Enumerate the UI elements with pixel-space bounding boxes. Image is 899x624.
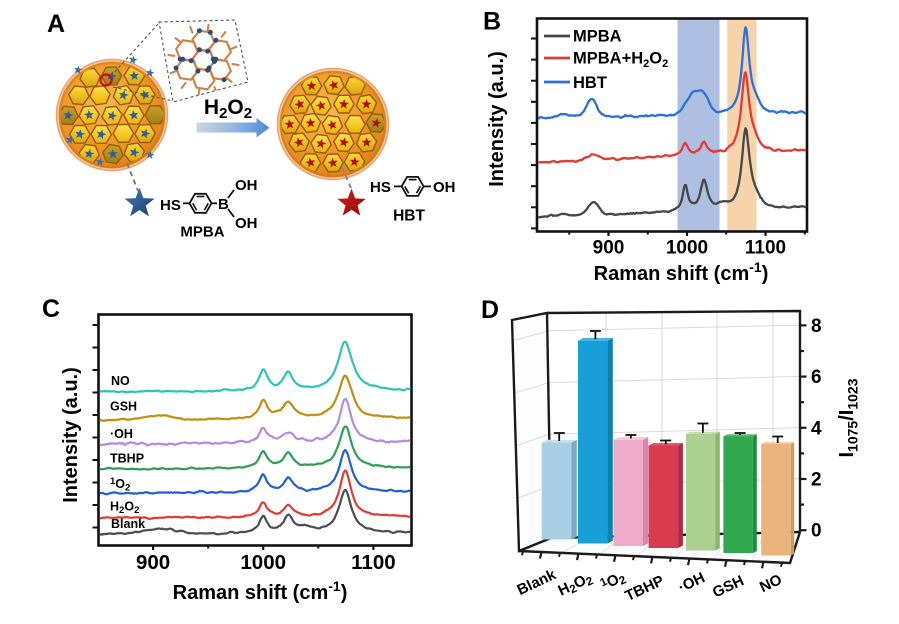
svg-text:MPBA: MPBA — [180, 224, 224, 241]
svg-text:1100: 1100 — [351, 551, 395, 574]
svg-text:1O2: 1O2 — [110, 476, 130, 494]
svg-text:HBT: HBT — [393, 208, 425, 225]
svg-text:D: D — [481, 296, 499, 324]
svg-text:900: 900 — [593, 238, 625, 259]
svg-text:B: B — [218, 196, 229, 213]
svg-text:Raman shift (cm-1): Raman shift (cm-1) — [594, 259, 769, 285]
svg-text:1000: 1000 — [666, 238, 708, 259]
svg-text:4: 4 — [811, 418, 822, 439]
svg-text:1100: 1100 — [745, 238, 786, 259]
svg-text:OH: OH — [235, 215, 258, 232]
svg-text:B: B — [483, 8, 501, 36]
svg-text:HS: HS — [370, 179, 391, 196]
svg-text:Raman shift (cm-1): Raman shift (cm-1) — [173, 578, 348, 604]
svg-text:0: 0 — [811, 521, 822, 542]
svg-text:OH: OH — [433, 179, 456, 196]
svg-text:HBT: HBT — [573, 74, 607, 92]
svg-text:I1075/I1023: I1075/I1023 — [836, 378, 861, 457]
svg-text:Intensity (a.u.): Intensity (a.u.) — [60, 367, 82, 503]
svg-text:TBHP: TBHP — [110, 452, 144, 466]
svg-text:1O2: 1O2 — [598, 568, 628, 595]
svg-text:OH: OH — [235, 177, 258, 194]
svg-text:C: C — [42, 295, 60, 323]
svg-text:900: 900 — [136, 551, 170, 574]
svg-text:Intensity (a.u.): Intensity (a.u.) — [486, 51, 508, 187]
svg-text:2: 2 — [811, 470, 822, 491]
svg-text:H2O2: H2O2 — [110, 500, 139, 517]
svg-text:A: A — [47, 10, 65, 38]
svg-text:1000: 1000 — [240, 551, 286, 574]
svg-text:Blank: Blank — [111, 517, 145, 531]
svg-text:HS: HS — [160, 197, 181, 214]
svg-text:NO: NO — [111, 374, 130, 388]
svg-text:MPBA: MPBA — [573, 28, 622, 46]
svg-text:GSH: GSH — [110, 400, 137, 414]
svg-text:8: 8 — [811, 316, 822, 337]
svg-text:6: 6 — [811, 367, 822, 388]
svg-text:MPBA+H2O2: MPBA+H2O2 — [573, 50, 668, 71]
svg-text:·OH: ·OH — [110, 427, 133, 441]
